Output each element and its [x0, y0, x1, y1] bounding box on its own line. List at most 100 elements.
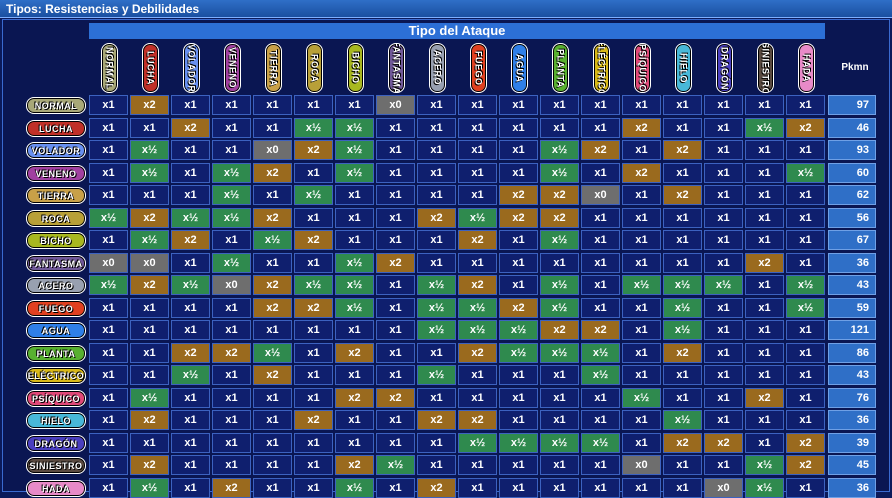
- attack-type-label: DRAGÓN: [719, 46, 730, 90]
- effectiveness-cell: x1: [622, 410, 661, 430]
- attack-type-psiquico: PSÍQUICO: [634, 43, 651, 93]
- effectiveness-cell: x1: [417, 118, 456, 138]
- effectiveness-cell: x1: [376, 433, 415, 453]
- effectiveness-cell: x2: [253, 365, 292, 385]
- effectiveness-cell: x0: [622, 455, 661, 475]
- effectiveness-cell: x1: [745, 163, 784, 183]
- defense-type-label: VOLADOR: [31, 145, 81, 156]
- effectiveness-cell: x½: [335, 275, 374, 295]
- attack-type-tierra: TIERRA: [265, 43, 282, 93]
- effectiveness-cell: x1: [89, 433, 128, 453]
- pkmn-count-cell: 56: [828, 208, 876, 228]
- effectiveness-cell: x1: [253, 455, 292, 475]
- effectiveness-cell: x1: [622, 365, 661, 385]
- effectiveness-cell: x1: [622, 140, 661, 160]
- effectiveness-cell: x1: [663, 455, 702, 475]
- effectiveness-cell: x1: [663, 388, 702, 408]
- effectiveness-cell: x½: [253, 230, 292, 250]
- effectiveness-cell: x½: [294, 275, 333, 295]
- effectiveness-cell: x1: [89, 140, 128, 160]
- effectiveness-cell: x1: [130, 298, 169, 318]
- effectiveness-cell: x1: [499, 410, 538, 430]
- effectiveness-cell: x1: [745, 320, 784, 340]
- attack-type-label: TIERRA: [268, 49, 279, 87]
- effectiveness-cell: x1: [376, 185, 415, 205]
- effectiveness-cell: x1: [458, 365, 497, 385]
- effectiveness-cell: x2: [786, 455, 825, 475]
- effectiveness-cell: x1: [171, 320, 210, 340]
- effectiveness-cell: x½: [89, 275, 128, 295]
- effectiveness-cell: x1: [663, 365, 702, 385]
- effectiveness-cell: x1: [171, 95, 210, 115]
- effectiveness-cell: x2: [622, 163, 661, 183]
- effectiveness-cell: x2: [663, 140, 702, 160]
- defense-type-roca: ROCA: [26, 210, 86, 227]
- effectiveness-cell: x0: [212, 275, 251, 295]
- effectiveness-cell: x1: [89, 118, 128, 138]
- effectiveness-cell: x1: [171, 478, 210, 498]
- effectiveness-cell: x½: [786, 163, 825, 183]
- effectiveness-cell: x1: [212, 118, 251, 138]
- window-title-bar: Tipos: Resistencias y Debilidades: [0, 0, 892, 18]
- effectiveness-cell: x1: [212, 433, 251, 453]
- attack-type-siniestro: SINIESTRO: [757, 43, 774, 93]
- effectiveness-cell: x1: [581, 275, 620, 295]
- effectiveness-cell: x2: [663, 343, 702, 363]
- effectiveness-cell: x½: [540, 140, 579, 160]
- effectiveness-cell: x1: [417, 253, 456, 273]
- effectiveness-cell: x1: [663, 208, 702, 228]
- effectiveness-cell: x½: [745, 455, 784, 475]
- effectiveness-cell: x2: [130, 275, 169, 295]
- effectiveness-cell: x1: [417, 140, 456, 160]
- effectiveness-cell: x1: [130, 365, 169, 385]
- effectiveness-cell: x2: [458, 275, 497, 295]
- effectiveness-cell: x1: [130, 343, 169, 363]
- effectiveness-cell: x1: [376, 230, 415, 250]
- effectiveness-cell: x1: [171, 253, 210, 273]
- effectiveness-cell: x1: [417, 185, 456, 205]
- effectiveness-cell: x1: [581, 163, 620, 183]
- effectiveness-cell: x½: [294, 118, 333, 138]
- effectiveness-cell: x1: [745, 343, 784, 363]
- effectiveness-cell: x1: [89, 410, 128, 430]
- effectiveness-cell: x0: [704, 478, 743, 498]
- effectiveness-cell: x½: [130, 478, 169, 498]
- effectiveness-cell: x1: [458, 140, 497, 160]
- effectiveness-cell: x1: [663, 163, 702, 183]
- effectiveness-cell: x1: [704, 320, 743, 340]
- effectiveness-cell: x1: [745, 365, 784, 385]
- effectiveness-cell: x1: [171, 455, 210, 475]
- defense-type-volador: VOLADOR: [26, 142, 86, 159]
- attack-type-roca: ROCA: [306, 43, 323, 93]
- effectiveness-cell: x1: [499, 365, 538, 385]
- effectiveness-cell: x1: [458, 253, 497, 273]
- effectiveness-cell: x1: [581, 388, 620, 408]
- effectiveness-cell: x2: [335, 343, 374, 363]
- effectiveness-cell: x½: [458, 433, 497, 453]
- effectiveness-cell: x1: [786, 253, 825, 273]
- effectiveness-cell: x1: [663, 95, 702, 115]
- effectiveness-cell: x1: [745, 208, 784, 228]
- attack-type-label: HADA: [801, 54, 812, 82]
- effectiveness-cell: x½: [417, 275, 456, 295]
- effectiveness-cell: x1: [499, 388, 538, 408]
- defense-type-tierra: TIERRA: [26, 187, 86, 204]
- effectiveness-cell: x2: [294, 410, 333, 430]
- effectiveness-cell: x½: [499, 343, 538, 363]
- effectiveness-cell: x1: [581, 298, 620, 318]
- effectiveness-cell: x1: [417, 455, 456, 475]
- attack-type-planta: PLANTA: [552, 43, 569, 93]
- effectiveness-cell: x1: [171, 410, 210, 430]
- effectiveness-cell: x½: [335, 118, 374, 138]
- effectiveness-cell: x1: [376, 320, 415, 340]
- effectiveness-cell: x½: [663, 410, 702, 430]
- pkmn-count-header: Pkmn: [841, 62, 869, 73]
- defense-type-fantasma: FANTASMA: [26, 255, 86, 272]
- effectiveness-cell: x1: [458, 163, 497, 183]
- effectiveness-cell: x½: [581, 365, 620, 385]
- effectiveness-cell: x2: [212, 343, 251, 363]
- effectiveness-cell: x2: [458, 230, 497, 250]
- effectiveness-cell: x1: [212, 365, 251, 385]
- attack-type-acero: ACERO: [429, 43, 446, 93]
- effectiveness-cell: x1: [786, 388, 825, 408]
